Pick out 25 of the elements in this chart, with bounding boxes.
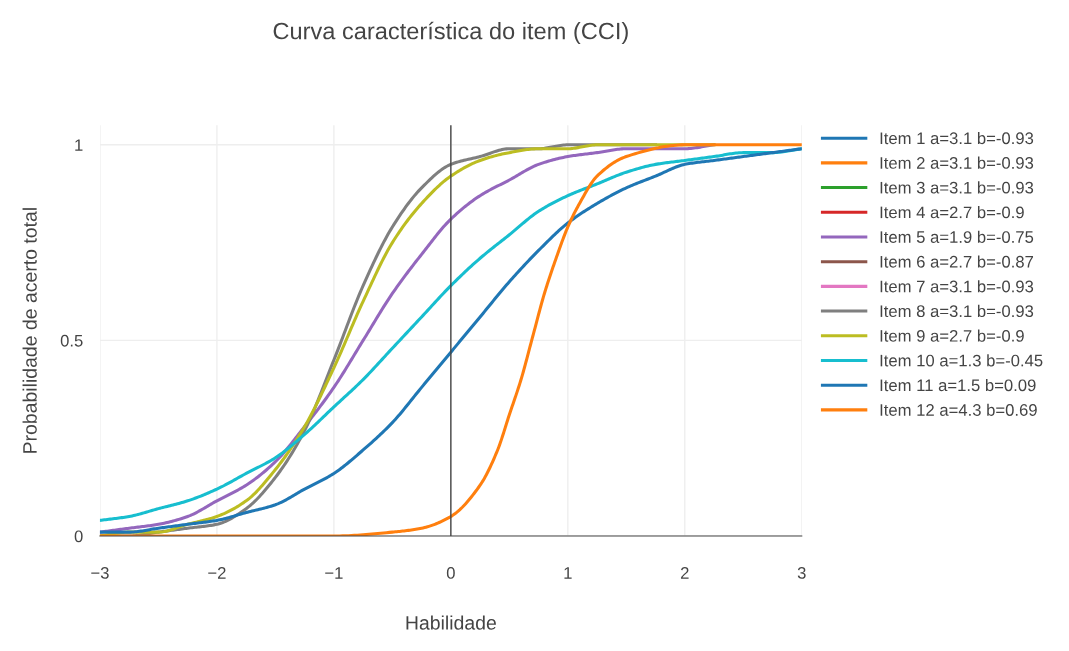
x-tick-label: −2: [208, 567, 226, 579]
legend-label: Item 3 a=3.1 b=-0.93: [880, 181, 1034, 194]
legend-label: Item 12 a=4.3 b=0.69: [880, 403, 1037, 416]
legend-label: Item 5 a=1.9 b=-0.75: [880, 230, 1034, 243]
legend-label: Item 8 a=3.1 b=-0.93: [880, 304, 1034, 318]
legend-label: Item 1 a=3.1 b=-0.93: [880, 131, 1034, 145]
legend-label: Item 11 a=1.5 b=0.09: [880, 378, 1036, 392]
chart-title: Curva característica do item (CCI): [273, 21, 628, 45]
legend-label: Item 6 a=2.7 b=-0.87: [880, 255, 1034, 268]
x-axis-title: Habilidade: [406, 615, 496, 630]
legend-label: Item 2 a=3.1 b=-0.93: [880, 156, 1034, 169]
y-tick-label: 0.5: [60, 334, 83, 347]
x-tick-label: −3: [91, 567, 109, 579]
legend-label: Item 9 a=2.7 b=-0.9: [880, 329, 1024, 342]
x-tick-label: −1: [325, 567, 343, 579]
x-tick-label: 0: [446, 567, 455, 579]
y-axis-title: Probabilidade de acerto total: [22, 208, 37, 453]
x-tick-label: 1: [564, 567, 572, 579]
y-tick-label: 0: [74, 530, 83, 543]
legend-label: Item 4 a=2.7 b=-0.9: [880, 206, 1024, 219]
y-tick-label: 1: [75, 139, 83, 151]
legend-label: Item 10 a=1.3 b=-0.45: [880, 354, 1043, 367]
x-tick-label: 3: [797, 567, 806, 579]
x-tick-label: 2: [680, 567, 689, 579]
legend-label: Item 7 a=3.1 b=-0.93: [880, 280, 1034, 293]
